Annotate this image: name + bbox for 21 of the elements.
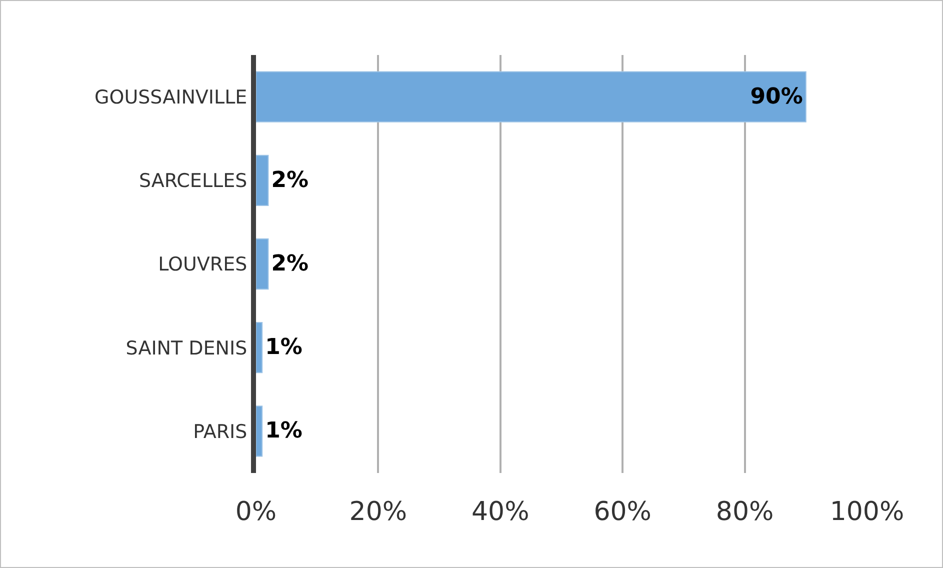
x-tick-label: 60% — [594, 497, 652, 527]
x-tick-label: 100% — [830, 497, 904, 527]
x-tick-label: 40% — [472, 497, 530, 527]
data-label: 90% — [750, 84, 803, 110]
data-label: 1% — [265, 418, 302, 444]
y-tick-label: SAINT DENIS — [126, 337, 248, 360]
bar — [256, 238, 269, 290]
data-label: 2% — [271, 168, 309, 193]
y-tick-label: SARCELLES — [139, 170, 248, 192]
y-tick-label: LOUVRES — [158, 254, 248, 276]
x-tick-label: 20% — [349, 497, 408, 527]
x-tick-label: 0% — [235, 497, 277, 527]
bar — [256, 406, 263, 457]
data-label: 1% — [265, 335, 302, 360]
data-label: 2% — [271, 252, 309, 276]
bar — [256, 154, 269, 206]
y-tick-label: PARIS — [193, 420, 248, 443]
bar — [256, 322, 263, 374]
bar — [256, 71, 806, 122]
y-tick-label: GOUSSAINVILLE — [94, 86, 248, 108]
x-tick-label: 80% — [716, 497, 774, 527]
